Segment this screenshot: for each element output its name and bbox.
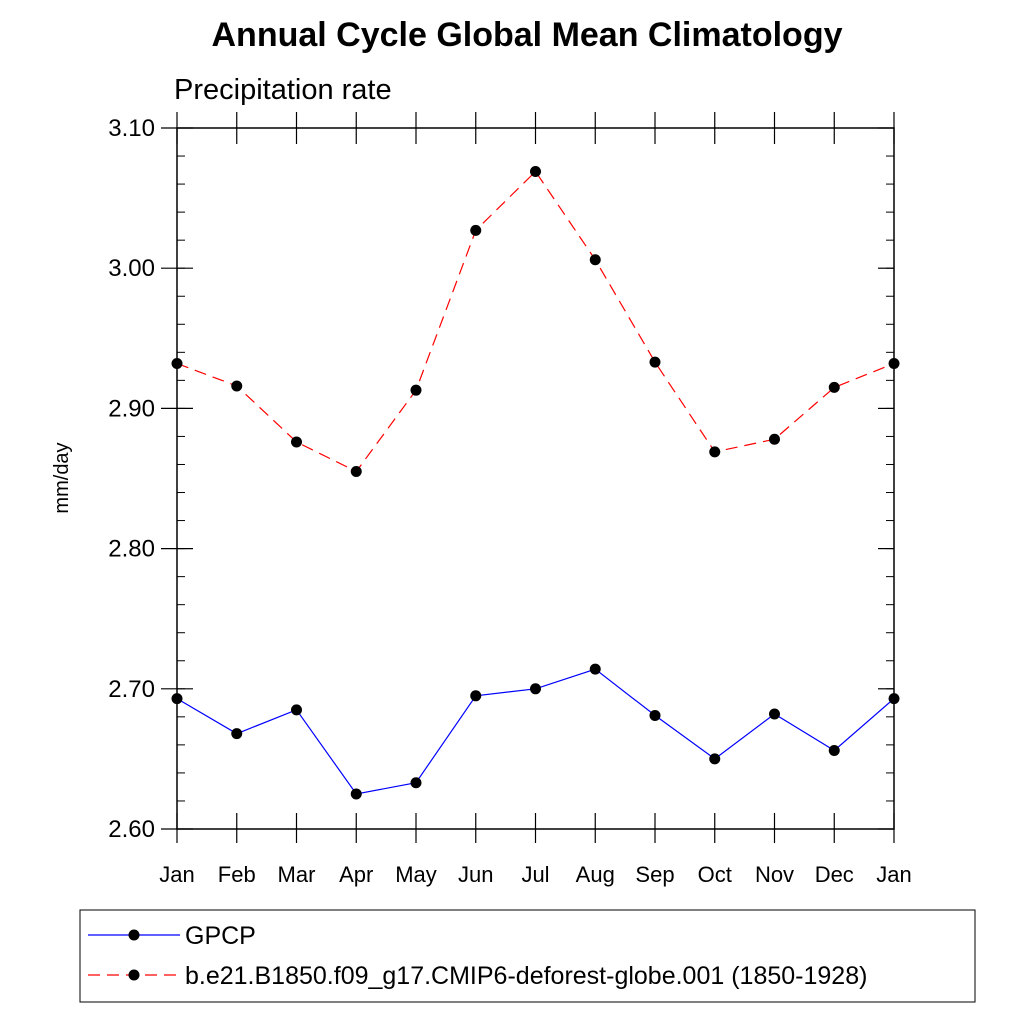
legend-box [79,909,976,1003]
data-point [589,254,601,266]
data-point [410,777,422,789]
data-point [888,693,900,705]
minor-ticks [177,127,894,830]
data-point [828,381,840,393]
x-tick-label: Apr [339,862,373,887]
series-line [176,170,895,473]
data-point [410,384,422,396]
plot-frame [176,127,895,830]
x-tick-label: Sep [635,862,674,887]
data-point [828,744,840,756]
x-tick-label: Oct [698,862,732,887]
legend-label: GPCP [185,922,256,950]
x-tick-label: Jun [458,862,493,887]
legend-label: b.e21.B1850.f09_g17.CMIP6-deforest-globe… [185,962,867,990]
chart-subtitle: Precipitation rate [174,74,392,106]
data-point [709,446,721,458]
x-tick-label: Nov [755,862,794,887]
series-gpcp [171,663,900,800]
y-tick-label: 2.60 [108,816,155,843]
data-point [470,224,482,236]
data-point [589,663,601,675]
y-tick-label: 2.70 [108,676,155,703]
chart-title: Annual Cycle Global Mean Climatology [212,16,843,54]
major-ticks [161,112,895,843]
x-tick-label: Jul [521,862,549,887]
data-point [769,433,780,445]
data-point [231,728,243,740]
data-point [470,690,482,702]
legend: GPCP b.e21.B1850.f09_g17.CMIP6-deforest-g… [79,909,976,1003]
data-point [649,356,661,368]
x-tick-label: Feb [218,862,256,887]
x-tick-label: Dec [815,862,854,887]
data-point [709,753,721,765]
x-tick-label: Aug [576,862,615,887]
y-axis-label: mm/day [51,442,73,513]
data-point [231,380,243,392]
data-point [769,708,780,720]
x-tick-label: Jan [159,862,194,887]
data-point [350,465,362,477]
x-tick-label: Jan [876,862,911,887]
data-point [171,358,183,370]
x-tick-label: Mar [278,862,316,887]
x-tick-label: May [395,862,437,887]
data-point [350,788,362,800]
y-tick-label: 3.00 [108,255,155,282]
y-tick-label: 2.90 [108,395,155,422]
data-point [530,165,541,177]
y-tick-label: 2.80 [108,536,155,563]
y-tick-labels: 2.60 2.70 2.80 2.90 3.00 3.10 [108,115,155,843]
data-point [291,704,302,716]
data-point [291,436,302,448]
data-point [649,709,661,721]
data-point [888,358,900,370]
x-tick-labels: Jan Feb Mar Apr May Jun Jul Aug Sep Oct Nov Dec Jan [159,862,911,887]
series-model [171,165,900,477]
legend-marker [128,969,140,981]
data-point [530,683,541,695]
y-tick-label: 3.10 [108,115,155,142]
series-layer [171,165,900,800]
legend-marker [128,929,140,941]
data-point [171,693,183,705]
